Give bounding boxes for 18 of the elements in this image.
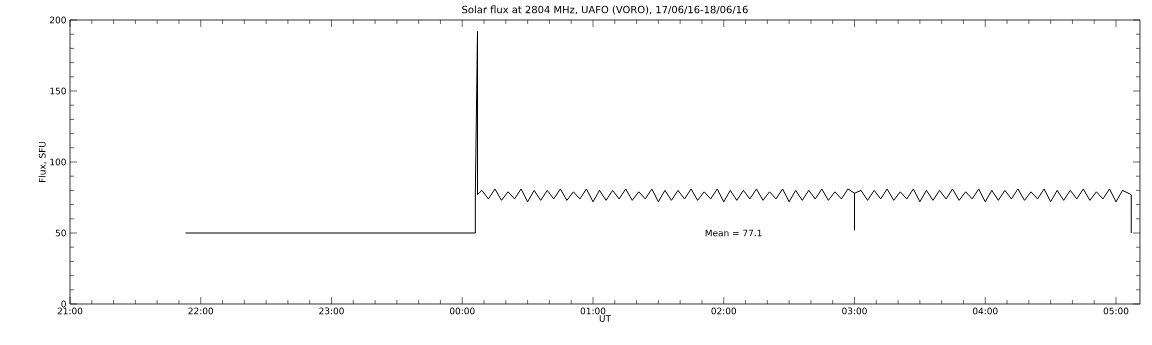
annotation: Mean = 77.1	[705, 229, 762, 237]
x-tick-label: 03:00	[842, 307, 867, 315]
y-axis-title: Flux, SFU	[38, 141, 47, 182]
chart-title: Solar flux at 2804 MHz, UAFO (VORO), 17/06/16-18/06/16	[462, 5, 748, 15]
x-tick-label: 04:00	[972, 307, 998, 315]
y-tick-label: 0	[61, 300, 66, 308]
x-tick-label: 23:00	[319, 307, 344, 315]
x-tick-label: 00:00	[449, 307, 475, 315]
x-tick-label: 22:00	[188, 307, 214, 315]
x-tick-label: 21:00	[57, 307, 83, 315]
y-tick-label: 200	[50, 16, 66, 24]
y-tick-label: 100	[50, 158, 66, 166]
x-tick-label: 02:00	[711, 307, 737, 315]
x-tick-label: 01:00	[580, 307, 606, 315]
y-tick-label: 150	[50, 87, 66, 95]
x-axis-title: UT	[599, 315, 612, 322]
x-tick-label: 05:00	[1103, 307, 1129, 315]
y-tick-label: 50	[55, 229, 66, 237]
